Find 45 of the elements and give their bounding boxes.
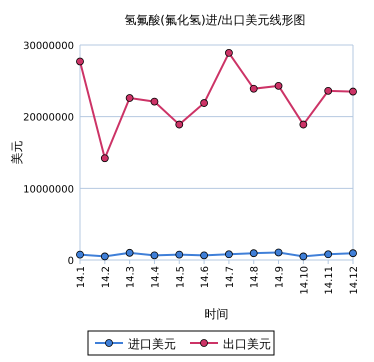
point: [225, 48, 233, 57]
y-tick-label: 20000000: [23, 112, 74, 124]
point: [100, 252, 109, 260]
point: [324, 86, 332, 95]
point: [225, 250, 233, 258]
point: [76, 250, 84, 259]
point: [349, 249, 357, 258]
point: [175, 250, 184, 259]
x-tick-label: 14.4: [150, 266, 162, 288]
x-tick-label: 14.8: [250, 266, 261, 288]
point: [150, 98, 158, 106]
y-axis-title: 美元: [10, 140, 24, 164]
x-tick-label: 14.11: [324, 266, 336, 295]
point: [299, 252, 308, 260]
x-tick-label: 14.1: [76, 266, 87, 288]
y-tick-label: 30000000: [23, 41, 74, 52]
legend-label: 出口美元: [223, 337, 271, 351]
point: [150, 251, 158, 260]
point: [175, 120, 184, 128]
x-tick-label: 14.9: [274, 266, 286, 288]
point: [299, 120, 308, 128]
point: [76, 58, 84, 66]
point: [349, 88, 357, 96]
y-tick-label: 0: [68, 256, 74, 267]
point: [250, 249, 258, 258]
point: [126, 248, 134, 257]
point: [274, 82, 282, 90]
x-tick-label: 14.3: [126, 266, 137, 288]
point: [250, 84, 258, 93]
point: [274, 248, 282, 256]
x-tick-label: 14.12: [349, 266, 360, 295]
x-tick-label: 14.5: [175, 266, 186, 288]
chart-title: 氢氟酸(氟化氢)进/出口美元线形图: [124, 13, 306, 27]
x-tick-label: 14.10: [299, 266, 310, 295]
point: [200, 251, 208, 260]
point: [324, 250, 332, 258]
legend-label: 进口美元: [128, 337, 176, 351]
x-tick-label: 14.2: [100, 266, 112, 288]
point: [126, 94, 134, 102]
x-tick-label: 14.7: [224, 266, 236, 288]
point: [200, 99, 208, 107]
x-tick-label: 14.6: [200, 266, 212, 288]
x-axis-title: 时间: [204, 307, 228, 321]
y-tick-label: 10000000: [23, 184, 74, 196]
point: [100, 154, 109, 162]
